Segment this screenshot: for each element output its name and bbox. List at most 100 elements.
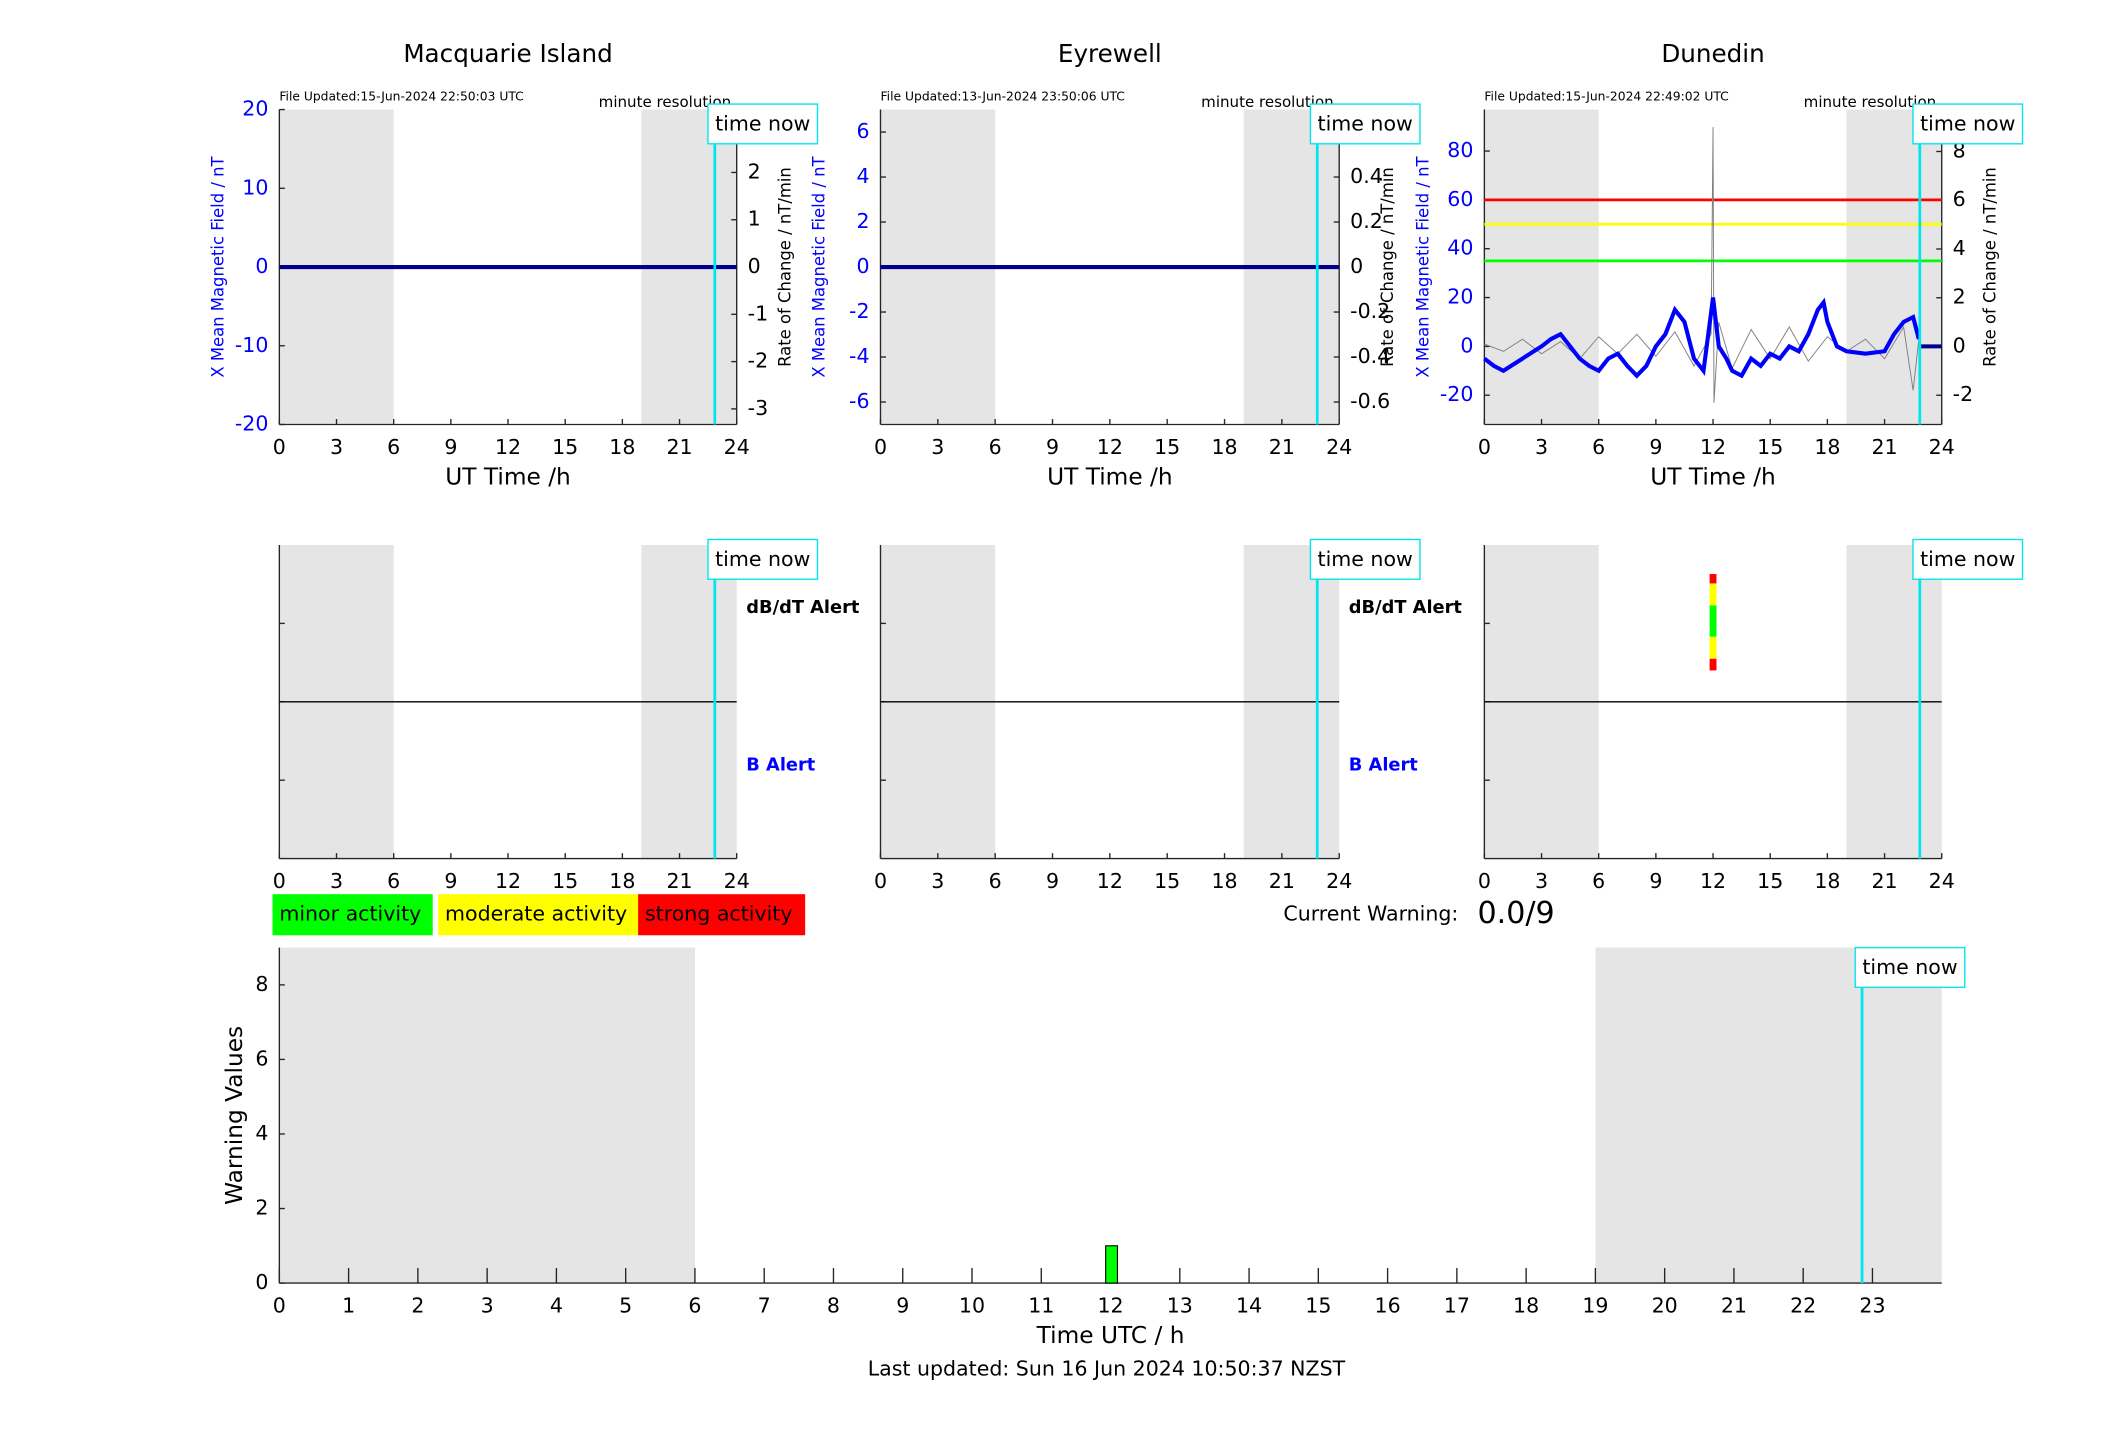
x-tick-label: 21 — [1871, 435, 1897, 459]
x-tick-label: 3 — [931, 869, 944, 893]
y2-tick-label: -0.4 — [1350, 344, 1390, 368]
x-tick-label: 15 — [552, 869, 578, 893]
legend-label: strong activity — [645, 902, 793, 926]
y-tick-label: 40 — [1447, 236, 1473, 260]
current-warning-label: Current Warning: — [1283, 902, 1458, 926]
x-tick-label: 21 — [1721, 1293, 1747, 1317]
time-now-label: time now — [1920, 112, 2015, 136]
y2-tick-label: 0 — [748, 254, 761, 278]
x-tick-label: 18 — [1211, 869, 1237, 893]
y-tick-label: 2 — [255, 1196, 268, 1220]
x-tick-label: 24 — [724, 869, 750, 893]
y-tick-label: -4 — [849, 344, 869, 368]
y2-axis-label: Rate of Change / nT/min — [1981, 167, 2000, 367]
time-now-box — [1854, 946, 1966, 988]
alert-segment — [1709, 658, 1717, 671]
x-tick-label: 5 — [619, 1293, 632, 1317]
night-shading — [1484, 109, 1599, 425]
x-tick-label: 15 — [1757, 435, 1783, 459]
x-tick-label: 1 — [342, 1293, 355, 1317]
x-tick-label: 10 — [959, 1293, 985, 1317]
x-tick-label: 18 — [1211, 435, 1237, 459]
file-updated: File Updated:15-Jun-2024 22:50:03 UTC — [279, 90, 523, 104]
y2-tick-label: 0 — [1953, 333, 1966, 357]
y2-tick-label: 0.2 — [1350, 209, 1383, 233]
y-tick-label: 20 — [242, 97, 268, 121]
time-now-label: time now — [1920, 547, 2015, 571]
x-tick-label: 9 — [1046, 869, 1059, 893]
x-tick-label: 0 — [273, 435, 286, 459]
x-tick-label: 24 — [1326, 435, 1352, 459]
x-tick-label: 18 — [1513, 1293, 1539, 1317]
x-tick-label: 16 — [1375, 1293, 1401, 1317]
x-tick-label: 15 — [1757, 869, 1783, 893]
y-tick-label: -10 — [235, 333, 269, 357]
y2-tick-label: 2 — [1953, 285, 1966, 309]
y2-tick-label: -1 — [748, 301, 768, 325]
alert-segment — [1709, 636, 1717, 659]
x-tick-label: 21 — [1269, 869, 1295, 893]
y-axis-label: X Mean Magnetic Field / nT — [1414, 155, 1433, 377]
alert-label: dB/dT Alert — [746, 597, 860, 618]
panel-title: Macquarie Island — [403, 39, 612, 68]
file-updated: File Updated:15-Jun-2024 22:49:02 UTC — [1484, 90, 1728, 104]
y2-tick-label: -2 — [1953, 382, 1973, 406]
time-now-box — [707, 103, 819, 145]
y2-axis-label: Rate of Change / nT/min — [1378, 167, 1397, 367]
x-tick-label: 21 — [666, 869, 692, 893]
x-tick-label: 24 — [724, 435, 750, 459]
x-tick-label: 0 — [273, 1293, 286, 1317]
x-axis-label: Time UTC / h — [1036, 1322, 1185, 1349]
time-now-box — [707, 538, 819, 580]
x-tick-label: 24 — [1929, 869, 1955, 893]
x-axis-label: UT Time /h — [1047, 463, 1173, 490]
x-tick-label: 6 — [989, 435, 1002, 459]
legend-label: minor activity — [279, 902, 421, 926]
last-updated: Last updated: Sun 16 Jun 2024 10:50:37 N… — [868, 1356, 1346, 1380]
x-tick-label: 21 — [1269, 435, 1295, 459]
x-tick-label: 0 — [1478, 435, 1491, 459]
y-tick-label: 20 — [1447, 285, 1473, 309]
x-tick-label: 3 — [1535, 869, 1548, 893]
y2-tick-label: 6 — [1953, 187, 1966, 211]
x-tick-label: 21 — [1871, 869, 1897, 893]
night-shading — [1595, 947, 1942, 1284]
x-tick-label: 6 — [688, 1293, 701, 1317]
x-tick-label: 9 — [1046, 435, 1059, 459]
x-tick-label: 0 — [874, 435, 887, 459]
y-tick-label: 0 — [856, 254, 869, 278]
x-tick-label: 15 — [1154, 869, 1180, 893]
x-tick-label: 13 — [1167, 1293, 1193, 1317]
y-tick-label: 10 — [242, 175, 268, 199]
x-tick-label: 20 — [1652, 1293, 1678, 1317]
series-line — [1483, 297, 1921, 379]
alert-segment — [1709, 605, 1717, 637]
y2-tick-label: 0 — [1350, 254, 1363, 278]
time-now-label: time now — [1318, 112, 1413, 136]
y2-tick-label: 1 — [748, 207, 761, 231]
y2-tick-label: -3 — [748, 396, 768, 420]
resolution: minute resolution — [1804, 93, 1937, 111]
x-tick-label: 9 — [896, 1293, 909, 1317]
x-tick-label: 8 — [827, 1293, 840, 1317]
y-tick-label: -20 — [1440, 382, 1474, 406]
file-updated: File Updated:13-Jun-2024 23:50:06 UTC — [880, 90, 1124, 104]
y-tick-label: -6 — [849, 389, 869, 413]
x-tick-label: 18 — [1814, 869, 1840, 893]
x-tick-label: 3 — [330, 435, 343, 459]
y-tick-label: 0 — [255, 1270, 268, 1294]
x-tick-label: 12 — [1700, 869, 1726, 893]
x-tick-label: 9 — [444, 869, 457, 893]
time-now-box — [1912, 538, 2024, 580]
x-tick-label: 18 — [1814, 435, 1840, 459]
y-tick-label: 8 — [255, 972, 268, 996]
alert-label: B Alert — [1349, 754, 1418, 775]
time-now-label: time now — [715, 547, 810, 571]
y-axis-label: Warning Values — [221, 1026, 248, 1205]
x-tick-label: 3 — [330, 869, 343, 893]
legend-swatch — [438, 894, 639, 936]
y-axis-label: X Mean Magnetic Field / nT — [209, 155, 228, 377]
y2-tick-label: 2 — [748, 159, 761, 183]
night-shading — [1846, 109, 1942, 425]
x-tick-label: 3 — [1535, 435, 1548, 459]
